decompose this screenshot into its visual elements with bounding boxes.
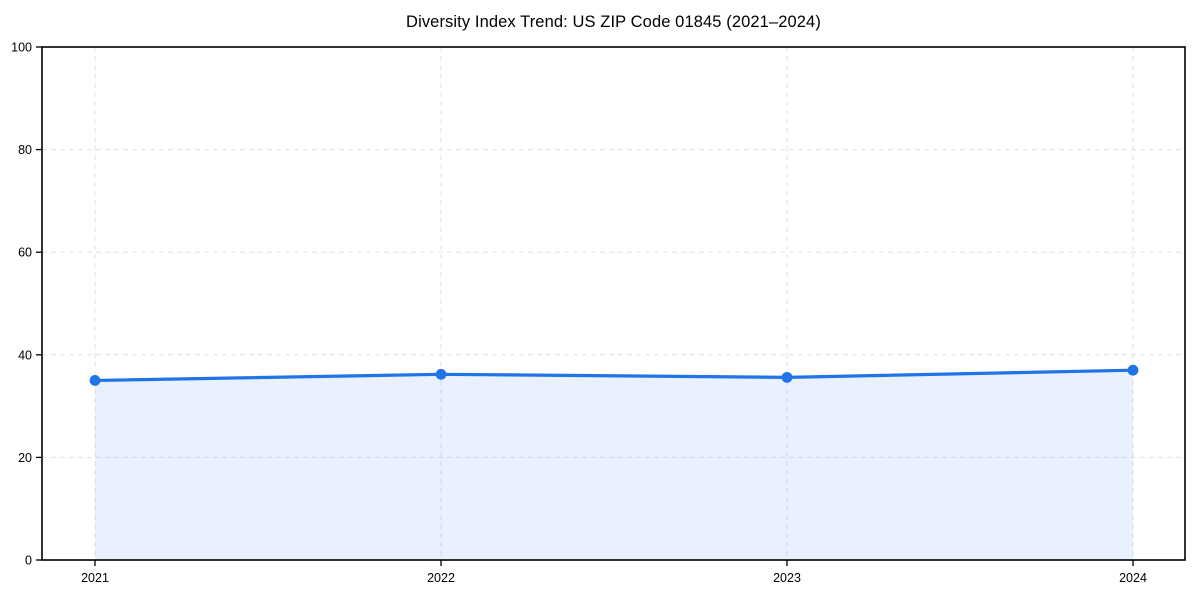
- chart-title: Diversity Index Trend: US ZIP Code 01845…: [406, 13, 821, 31]
- y-tick-label: 40: [18, 348, 32, 362]
- y-tick-label: 80: [18, 143, 32, 157]
- data-point-marker: [435, 368, 447, 380]
- trend-line: [93, 368, 1135, 383]
- data-point-marker: [89, 375, 101, 386]
- x-tick-label: 2024: [1119, 571, 1147, 585]
- x-tick-label: 2022: [427, 571, 455, 585]
- area-fill: [95, 370, 1133, 560]
- y-tick-label: 100: [11, 41, 32, 55]
- x-tick-label: 2023: [773, 571, 801, 585]
- y-tick-label: 0: [25, 554, 32, 568]
- data-point-marker: [781, 371, 793, 383]
- plot-border: [41, 46, 1186, 561]
- y-tick-label: 20: [18, 451, 32, 465]
- data-point-marker: [1127, 364, 1139, 376]
- y-tick-label: 60: [18, 246, 32, 260]
- x-tick-label: 2021: [81, 571, 109, 585]
